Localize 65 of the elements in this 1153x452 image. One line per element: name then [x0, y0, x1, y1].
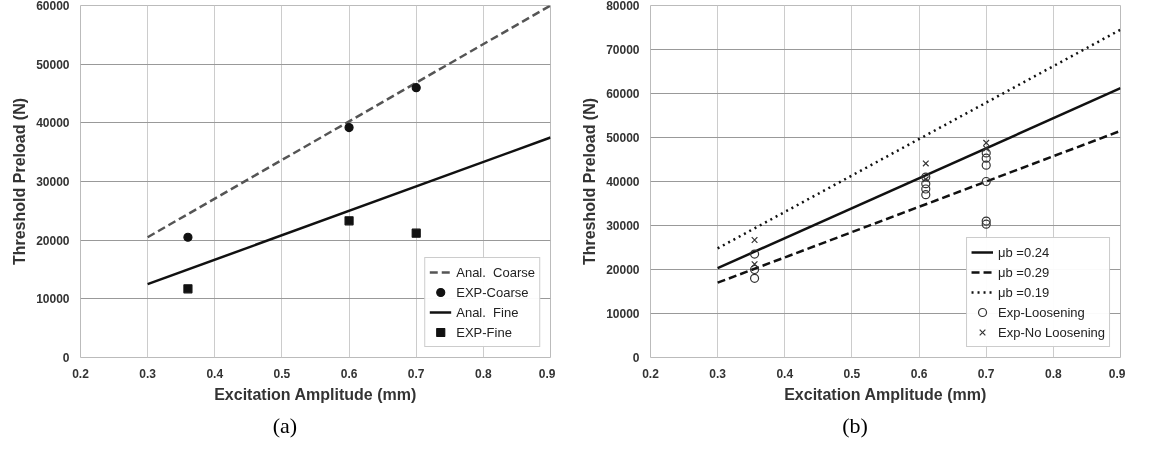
point — [749, 264, 760, 275]
x-tick-label: 0.4 — [206, 366, 224, 381]
y-tick-label: 20000 — [36, 233, 70, 248]
point — [981, 176, 991, 187]
text: (a) — [272, 412, 298, 440]
point — [921, 179, 931, 189]
y-tick-label: 30000 — [606, 219, 640, 233]
y-tick-label: 0 — [632, 351, 640, 365]
y-axis-title: Threshold Preload (N) — [581, 97, 599, 266]
x-axis-title: Excitation Amplitude (mm) — [784, 385, 987, 403]
point — [749, 273, 760, 283]
x-tick-label: 0.5 — [273, 366, 291, 381]
legend-label: EXP-Fine — [456, 323, 512, 342]
x-tick-label: 0.3 — [139, 366, 157, 381]
point — [921, 190, 931, 200]
legend-label: μb =0.19 — [998, 283, 1050, 302]
point — [411, 83, 421, 93]
point — [344, 216, 354, 226]
y-tick-label: 60000 — [36, 0, 70, 13]
point — [749, 249, 760, 259]
x-axis-title: Excitation Amplitude (mm) — [214, 385, 417, 403]
point — [183, 232, 193, 242]
x-tick-label: 0.7 — [977, 366, 995, 381]
y-tick-label: 60000 — [606, 87, 640, 101]
x-tick-label: 0.6 — [340, 366, 358, 381]
legend-label: Anal. Coarse — [456, 263, 535, 282]
point — [751, 236, 758, 244]
y-tick-label: 40000 — [36, 116, 70, 131]
legend-label: Anal. Fine — [456, 303, 519, 322]
y-tick-label: 70000 — [606, 43, 640, 57]
y-tick-label: 10000 — [36, 292, 70, 307]
x-tick-label: 0.9 — [538, 366, 556, 381]
x-tick-label: 0.6 — [910, 366, 928, 381]
y-tick-label: 50000 — [36, 57, 70, 72]
y-tick-label: 20000 — [606, 263, 640, 277]
point — [981, 148, 991, 158]
point — [922, 160, 930, 167]
y-tick-label: 50000 — [606, 131, 640, 145]
legend-label: μb =0.24 — [998, 243, 1050, 262]
point — [921, 184, 931, 194]
x-tick-label: 0.8 — [475, 366, 493, 381]
point — [981, 160, 991, 170]
y-axis-title: Threshold Preload (N) — [11, 97, 29, 266]
point — [344, 122, 354, 133]
text: (b) — [842, 412, 868, 440]
x-tick-label: 0.2 — [72, 366, 90, 381]
legend-label: Exp-Loosening — [998, 303, 1085, 322]
point — [981, 153, 991, 163]
x-tick-label: 0.5 — [843, 366, 861, 381]
point — [411, 228, 421, 238]
x-tick-label: 0.3 — [709, 366, 727, 381]
legend-label: μb =0.29 — [998, 263, 1050, 282]
x-tick-label: 0.8 — [1045, 366, 1063, 381]
x-tick-label: 0.9 — [1108, 366, 1126, 381]
legend-label: Exp-No Loosening — [998, 323, 1105, 342]
legend-label: EXP-Coarse — [456, 283, 529, 302]
point — [183, 284, 193, 294]
y-tick-label: 0 — [62, 351, 70, 365]
y-tick-label: 40000 — [606, 175, 640, 189]
x-tick-label: 0.4 — [776, 366, 794, 381]
y-tick-label: 80000 — [606, 0, 640, 13]
y-tick-label: 10000 — [606, 307, 640, 321]
x-tick-label: 0.2 — [642, 366, 660, 381]
y-tick-label: 30000 — [36, 175, 70, 189]
x-tick-label: 0.7 — [407, 366, 425, 381]
